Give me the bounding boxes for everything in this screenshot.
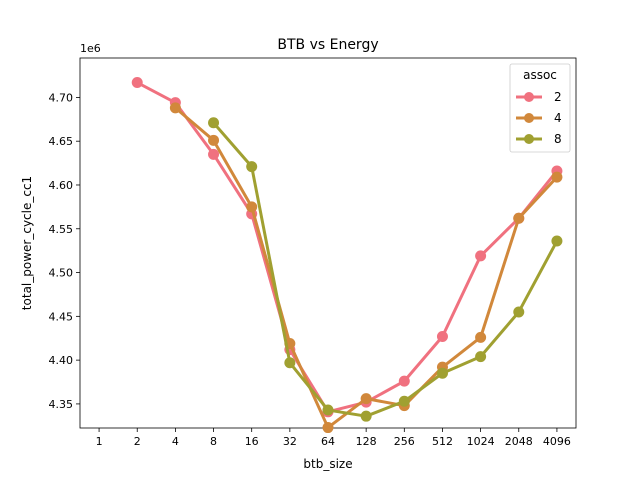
series-4 bbox=[169, 102, 563, 434]
data-point bbox=[360, 410, 372, 422]
legend-entries: 2 4 8 bbox=[516, 90, 562, 146]
plot-area bbox=[79, 57, 577, 429]
y-tick-label: 4.70 bbox=[49, 91, 74, 104]
chart-title: BTB vs Energy bbox=[277, 37, 378, 53]
x-axis: 1 2 4 8 16 32 64 128 256 512 1024 2048 4096 bbox=[96, 428, 571, 448]
x-axis-label: btb_size bbox=[303, 457, 352, 471]
legend-label: 4 bbox=[554, 111, 562, 125]
y-tick-label: 4.40 bbox=[49, 354, 74, 367]
data-point bbox=[208, 148, 220, 160]
legend: assoc 2 4 8 bbox=[509, 63, 571, 153]
x-tick-label: 2 bbox=[134, 435, 141, 448]
data-point bbox=[436, 330, 448, 342]
data-point bbox=[131, 77, 143, 89]
legend-title: assoc bbox=[523, 68, 557, 82]
legend-marker bbox=[524, 92, 534, 102]
series-2 bbox=[131, 77, 563, 418]
data-point bbox=[208, 117, 220, 129]
x-tick-label: 128 bbox=[356, 435, 377, 448]
series-line bbox=[136, 81, 559, 414]
data-point bbox=[398, 375, 410, 387]
x-tick-label: 32 bbox=[283, 435, 297, 448]
series-layer bbox=[131, 77, 563, 434]
series-line bbox=[174, 106, 559, 430]
y-tick-label: 4.55 bbox=[49, 223, 74, 236]
x-tick-label: 8 bbox=[210, 435, 217, 448]
data-point bbox=[475, 250, 487, 262]
series-8 bbox=[208, 117, 563, 422]
data-point bbox=[169, 102, 181, 114]
x-tick-label: 1 bbox=[96, 435, 103, 448]
y-tick-label: 4.35 bbox=[49, 398, 74, 411]
x-tick-label: 4 bbox=[172, 435, 179, 448]
y-axis: 4.35 4.40 4.45 4.50 4.55 4.60 4.65 4.70 bbox=[49, 91, 80, 411]
x-tick-label: 4096 bbox=[543, 435, 571, 448]
y-tick-label: 4.50 bbox=[49, 267, 74, 280]
x-tick-label: 16 bbox=[245, 435, 259, 448]
data-point bbox=[284, 357, 296, 369]
data-point bbox=[513, 212, 525, 224]
x-tick-label: 64 bbox=[321, 435, 335, 448]
data-point bbox=[246, 161, 258, 173]
data-point bbox=[475, 351, 487, 363]
y-offset-label: 1e6 bbox=[80, 42, 101, 55]
data-point bbox=[208, 134, 220, 146]
data-point bbox=[322, 404, 334, 416]
legend-frame bbox=[509, 63, 571, 153]
data-point bbox=[246, 201, 258, 213]
data-point bbox=[436, 367, 448, 379]
y-tick-label: 4.60 bbox=[49, 179, 74, 192]
y-axis-label: total_power_cycle_cc1 bbox=[20, 176, 34, 310]
x-tick-label: 256 bbox=[394, 435, 415, 448]
y-tick-label: 4.65 bbox=[49, 135, 74, 148]
data-point bbox=[513, 306, 525, 318]
x-tick-label: 512 bbox=[432, 435, 453, 448]
y-tick-label: 4.45 bbox=[49, 310, 74, 323]
x-tick-label: 1024 bbox=[467, 435, 495, 448]
data-point bbox=[475, 331, 487, 343]
data-point bbox=[551, 171, 563, 183]
legend-label: 2 bbox=[554, 90, 562, 104]
legend-marker bbox=[524, 113, 534, 123]
series-line bbox=[212, 121, 559, 418]
legend-label: 8 bbox=[554, 132, 562, 146]
data-point bbox=[551, 235, 563, 247]
legend-marker bbox=[524, 134, 534, 144]
data-point bbox=[398, 395, 410, 407]
data-point bbox=[322, 422, 334, 434]
data-point bbox=[360, 393, 372, 405]
x-tick-label: 2048 bbox=[505, 435, 533, 448]
